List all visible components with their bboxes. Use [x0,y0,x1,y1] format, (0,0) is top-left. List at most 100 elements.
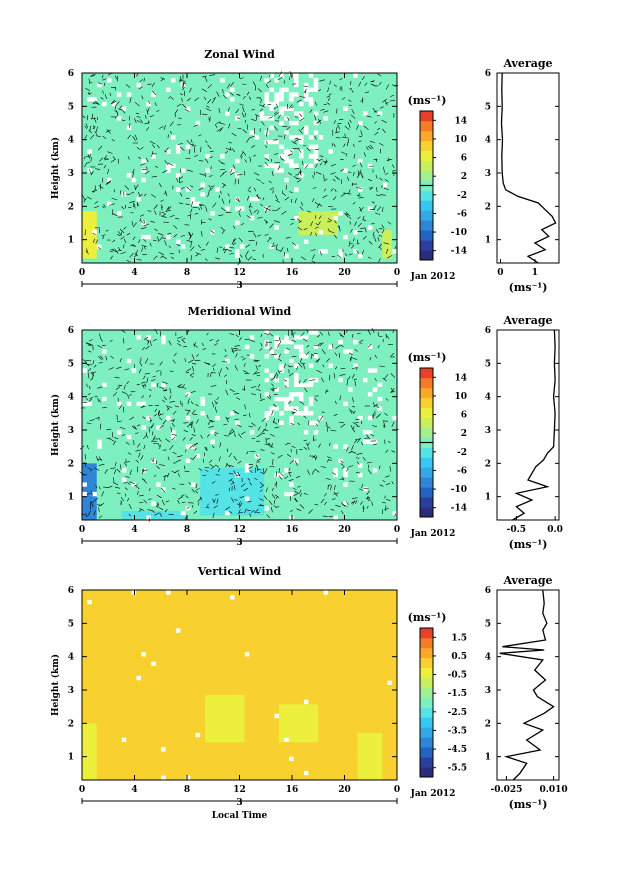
heatmap-cell [318,172,324,178]
heatmap-cell [313,482,319,488]
heatmap-cell [372,82,378,88]
heatmap-cell [209,191,216,197]
heatmap-cell [264,387,270,393]
heatmap-cell [288,111,295,117]
heatmap-cell [145,387,152,393]
heatmap-cell [372,111,378,117]
colorbar-swatch [420,240,433,251]
heatmap-cell [141,258,147,264]
heatmap-cell [195,234,201,240]
heatmap-cell [111,158,117,164]
heatmap-cell [185,210,191,216]
heatmap-cell [333,158,339,164]
heatmap-cell [160,444,167,450]
heatmap-cell [269,253,275,259]
heatmap-cell [367,486,373,492]
heatmap-cell [121,258,127,264]
heatmap-cell [308,434,314,440]
heatmap-cell [259,210,265,216]
heatmap-cell [205,158,211,164]
heatmap-cell [254,111,260,117]
heatmap-cell [101,177,108,183]
heatmap-cell [357,125,363,131]
heatmap-cell [288,244,295,250]
heatmap-cell [293,248,299,254]
heatmap-cell [293,144,299,150]
heatmap-cell [372,96,378,102]
heatmap-cell [387,158,393,164]
heatmap-cell [141,96,147,102]
heatmap-cell [293,396,299,402]
heatmap-cell [121,111,127,117]
heatmap-cell [337,111,344,117]
heatmap-cell [308,344,314,350]
heatmap-cell [219,139,226,145]
heatmap-cell [234,491,240,497]
heatmap-cell [229,191,235,197]
heatmap-cell [229,244,235,250]
heatmap-cell [259,244,265,250]
heatmap-cell [205,363,211,369]
heatmap-cell [323,477,329,483]
heatmap-cell [283,477,290,483]
heatmap-cell [323,191,329,197]
heatmap-cell [328,477,334,483]
heatmap-cell [219,510,226,516]
heatmap-cell [318,501,324,507]
heatmap-cell [273,229,280,235]
heatmap-cell [170,149,176,155]
colorbar-tick-label: -14 [451,504,467,514]
heatmap-cell [313,448,319,454]
heatmap-cell [131,139,137,145]
heatmap-cell [337,349,344,355]
heatmap-cell [333,425,339,431]
heatmap-cell [121,73,127,79]
heatmap-cell [293,130,299,136]
heatmap-cell [101,482,108,488]
heatmap-cell [362,229,368,235]
heatmap-cell [180,420,186,426]
heatmap-cell [214,420,221,426]
heatmap-cell [372,510,378,516]
heatmap-cell [387,253,393,259]
heatmap-cell [116,111,122,117]
heatmap-cell [86,458,93,464]
heatmap-cell [96,396,103,402]
heatmap-cell [333,410,339,416]
heatmap-cell [352,463,359,469]
heatmap-cell [121,458,127,464]
heatmap-cell [160,153,167,159]
heatmap-cell [333,406,339,412]
heatmap-cell [126,396,132,402]
heatmap-cell [259,168,265,174]
heatmap-cell [313,96,319,102]
heatmap-cell [234,363,240,369]
heatmap-cell [372,496,378,502]
heatmap-cell [229,358,235,364]
heatmap-cell [328,201,334,207]
heatmap-cell [91,444,98,450]
heatmap-cell [273,210,280,216]
heatmap-cell [224,163,231,169]
heatmap-cell [175,196,181,202]
heatmap-cell [131,187,137,193]
heatmap-cell [313,505,319,511]
heatmap-cell [234,349,240,355]
heatmap-cell [293,505,299,511]
heatmap-cell [141,472,147,478]
heatmap-cell [101,415,108,421]
heatmap-cell [244,210,250,216]
heatmap-cell [82,632,88,638]
heatmap-cell [190,191,196,197]
heatmap-cell [209,372,216,378]
heatmap-cell [283,463,290,469]
heatmap-cell [313,434,319,440]
heatmap-cell [347,172,354,178]
heatmap-cell [150,158,157,164]
heatmap-cell [269,225,275,231]
heatmap-cell [116,187,122,193]
heatmap-cell [91,439,98,445]
heatmap-cell [298,472,304,478]
heatmap-cell [288,425,295,431]
heatmap-cell [170,491,176,497]
